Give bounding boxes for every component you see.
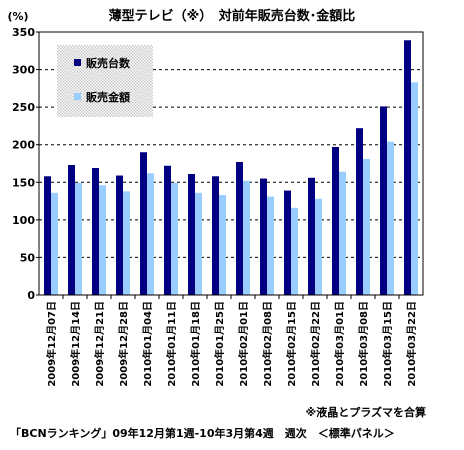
x-tick-label: 2010年01月25日 <box>213 301 226 387</box>
y-axis-ticks: 0 50 100 150 200 250 300 350 <box>12 26 39 302</box>
bar-販売金額-2009年12月21日 <box>99 185 106 295</box>
bar-販売台数-2010年02月01日 <box>236 161 243 295</box>
source-note: 「BCNランキング」09年12月第1週-10年3月第4週 週次 ＜標準パネル＞ <box>10 426 395 440</box>
bar-販売台数-2010年02月08日 <box>260 178 267 295</box>
bar-販売台数-2010年01月25日 <box>212 176 219 295</box>
x-tick-label: 2010年01月18日 <box>189 301 202 387</box>
y-tick-label: 300 <box>12 64 35 77</box>
bar-販売台数-2009年12月14日 <box>68 165 75 295</box>
x-tick-label: 2010年02月15日 <box>285 301 298 387</box>
legend-swatch-販売金額 <box>74 93 81 100</box>
y-tick-label: 0 <box>27 289 35 302</box>
bar-販売金額-2010年02月22日 <box>315 198 322 295</box>
bar-販売台数-2010年01月18日 <box>188 174 195 295</box>
bar-販売金額-2010年01月11日 <box>171 183 178 295</box>
bar-販売金額-2010年01月25日 <box>219 195 226 295</box>
bar-販売金額-2009年12月14日 <box>75 183 82 295</box>
bar-販売台数-2009年12月07日 <box>44 176 51 295</box>
bar-販売金額-2010年03月15日 <box>387 141 394 295</box>
bar-販売台数-2010年03月08日 <box>356 128 363 295</box>
bar-販売金額-2009年12月07日 <box>51 192 58 295</box>
bar-販売金額-2009年12月28日 <box>123 191 130 295</box>
bar-販売金額-2010年01月04日 <box>147 173 154 295</box>
bar-販売金額-2010年01月18日 <box>195 192 202 295</box>
bar-販売台数-2010年03月15日 <box>380 106 387 296</box>
x-tick-label: 2010年02月22日 <box>309 301 322 387</box>
y-tick-label: 200 <box>12 139 35 152</box>
bar-販売台数-2010年01月04日 <box>140 152 147 295</box>
bar-販売台数-2010年03月01日 <box>332 146 339 295</box>
chart-title: 薄型テレビ（※） 対前年販売台数･金額比 <box>109 8 356 24</box>
bar-販売金額-2010年03月01日 <box>339 171 346 295</box>
bar-販売台数-2009年12月28日 <box>116 175 123 295</box>
y-tick-label: 250 <box>12 101 35 114</box>
bar-販売金額-2010年02月15日 <box>291 207 298 295</box>
x-tick-label: 2010年03月15日 <box>381 301 394 387</box>
bar-販売金額-2010年02月08日 <box>267 196 274 295</box>
x-tick-label: 2010年02月01日 <box>237 301 250 387</box>
x-tick-label: 2009年12月28日 <box>117 301 130 387</box>
legend-label-販売台数: 販売台数 <box>86 56 131 70</box>
x-tick-label: 2010年01月04日 <box>141 301 154 387</box>
y-tick-label: 150 <box>12 176 35 189</box>
x-tick-label: 2010年02月08日 <box>261 301 274 387</box>
x-tick-label: 2010年01月11日 <box>165 301 178 387</box>
bar-販売金額-2010年03月08日 <box>363 158 370 295</box>
bar-販売台数-2009年12月21日 <box>92 168 99 295</box>
footnote: ※液晶とプラズマを合算 <box>306 405 426 419</box>
legend-box <box>57 45 153 117</box>
y-tick-label: 50 <box>20 251 36 264</box>
y-tick-label: 100 <box>12 214 35 227</box>
y-tick-label: 350 <box>12 26 35 39</box>
x-tick-label: 2009年12月07日 <box>45 301 58 387</box>
x-tick-label: 2009年12月14日 <box>69 301 82 387</box>
bar-販売金額-2010年03月22日 <box>411 82 418 296</box>
bar-販売金額-2010年02月01日 <box>243 180 250 295</box>
x-tick-label: 2010年03月22日 <box>405 301 418 387</box>
legend-swatch-販売台数 <box>74 59 81 66</box>
legend-label-販売金額: 販売金額 <box>86 90 130 104</box>
y-axis-unit-label: (%) <box>7 10 28 23</box>
bar-販売台数-2010年01月11日 <box>164 165 171 295</box>
x-tick-label: 2010年03月01日 <box>333 301 346 387</box>
x-tick-label: 2009年12月21日 <box>93 301 106 387</box>
x-axis-ticks: 2009年12月07日 2009年12月14日 2009年12月21日 2009年12… <box>45 295 418 387</box>
bar-販売台数-2010年03月22日 <box>404 40 411 295</box>
bars <box>44 40 418 296</box>
bar-販売台数-2010年02月22日 <box>308 177 315 295</box>
plot-frame <box>38 31 424 296</box>
bar-販売台数-2010年02月15日 <box>284 190 291 295</box>
x-tick-label: 2010年03月08日 <box>357 301 370 387</box>
